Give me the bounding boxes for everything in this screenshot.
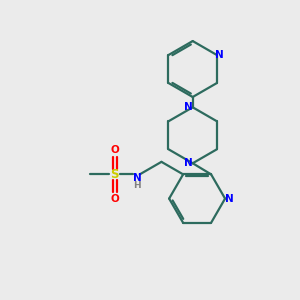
Text: N: N	[184, 102, 193, 112]
Text: H: H	[134, 181, 141, 190]
Text: S: S	[110, 168, 119, 181]
Text: N: N	[224, 194, 233, 204]
Text: N: N	[215, 50, 224, 60]
Text: O: O	[110, 145, 119, 155]
Text: N: N	[133, 173, 142, 183]
Text: N: N	[184, 158, 193, 168]
Text: O: O	[110, 194, 119, 204]
